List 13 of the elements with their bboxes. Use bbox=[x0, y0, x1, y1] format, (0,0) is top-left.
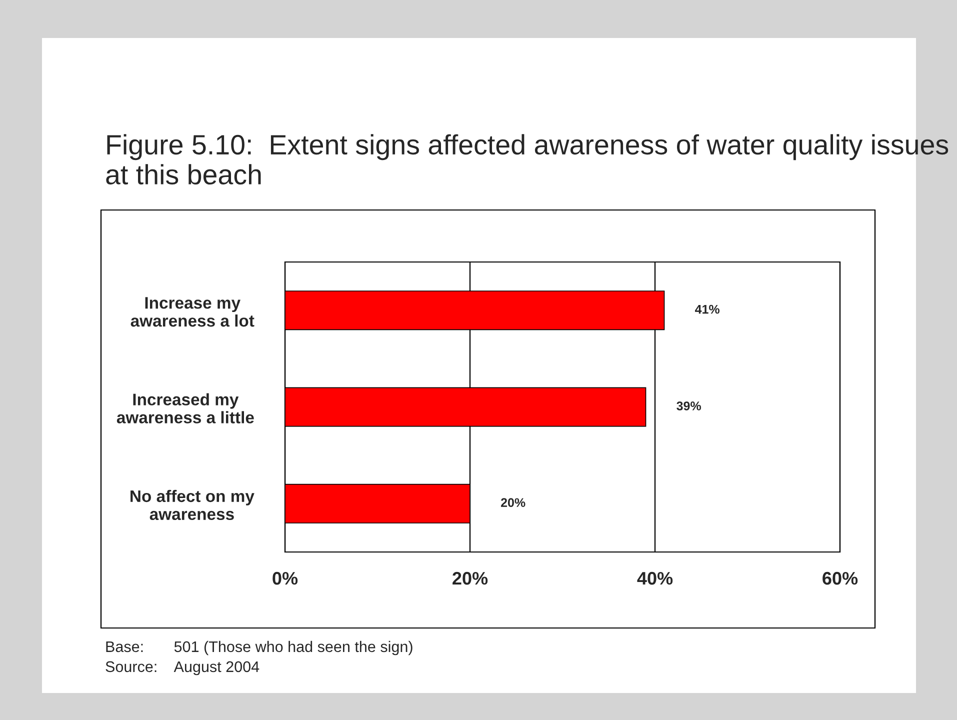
data-label: 41% bbox=[694, 304, 720, 314]
text: Base: 501 (Those who had seen the sign) bbox=[106, 640, 412, 656]
x-tick-label: 40% bbox=[637, 572, 673, 585]
x-tick-label: 0% bbox=[272, 572, 298, 585]
y-tick-label: No affect on my awareness bbox=[130, 490, 254, 520]
y-tick-label: Increase my awareness a lot bbox=[130, 297, 254, 327]
data-label: 20% bbox=[500, 498, 526, 508]
x-tick-label: 60% bbox=[822, 572, 858, 585]
y-tick-label: Increased my awareness a little bbox=[116, 393, 254, 424]
x-tick-label: 20% bbox=[452, 572, 488, 585]
chart-title: Figure 5.10: Extent signs affected awareness of water quality issues at this beach bbox=[106, 134, 948, 185]
data-label: 39% bbox=[676, 402, 701, 410]
source-note: Source: August 2004 bbox=[106, 661, 260, 676]
